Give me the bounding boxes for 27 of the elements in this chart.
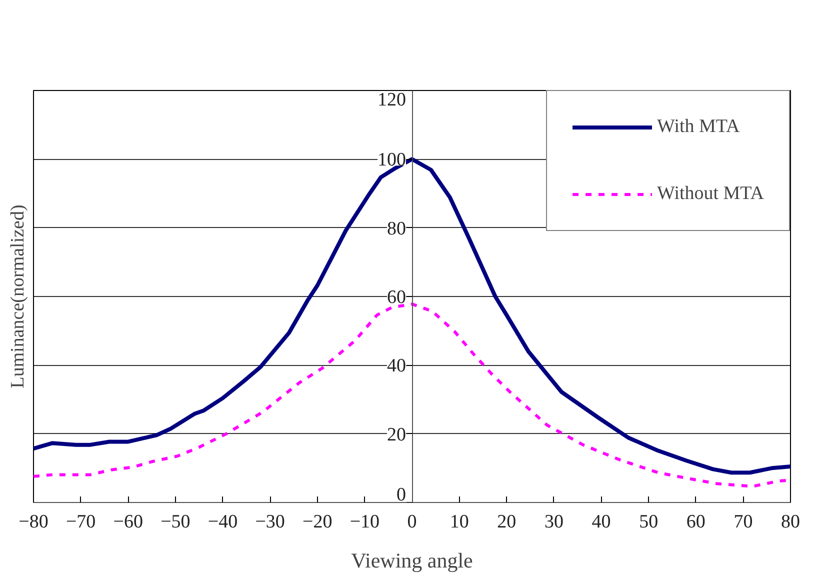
x-tick-label: 50 <box>639 512 658 532</box>
y-tick-label: 0 <box>396 484 406 506</box>
y-tick-label: 120 <box>378 90 406 110</box>
y-axis-title: Luminance(normalized) <box>8 204 28 388</box>
x-tick-label: 80 <box>781 512 800 532</box>
x-tick-label: −40 <box>208 512 238 532</box>
x-tick-label: 10 <box>450 512 469 532</box>
x-tick-label: 40 <box>592 512 611 532</box>
y-tick-label: 80 <box>387 218 406 240</box>
y-tick-label: 100 <box>378 150 406 171</box>
x-tick-label: 70 <box>734 512 753 532</box>
x-tick-label: 30 <box>544 512 564 532</box>
x-tick-label: 20 <box>497 512 516 532</box>
x-axis-title: Viewing angle <box>351 548 473 572</box>
y-tick-label: 20 <box>387 424 406 446</box>
y-tick-label: 60 <box>387 287 406 308</box>
legend-label: Without MTA <box>657 183 764 205</box>
x-tick-label: −70 <box>66 512 96 532</box>
x-tick-label: −10 <box>350 512 380 532</box>
x-tick-label: −20 <box>302 512 332 532</box>
x-tick-label: −50 <box>160 512 190 532</box>
x-tick-label: −60 <box>113 512 143 532</box>
x-tick-label: −80 <box>18 512 48 532</box>
y-tick-label: 40 <box>387 356 406 377</box>
x-tick-label: 60 <box>686 512 706 532</box>
legend-label: With MTA <box>657 116 740 138</box>
x-tick-label: −30 <box>255 512 285 532</box>
